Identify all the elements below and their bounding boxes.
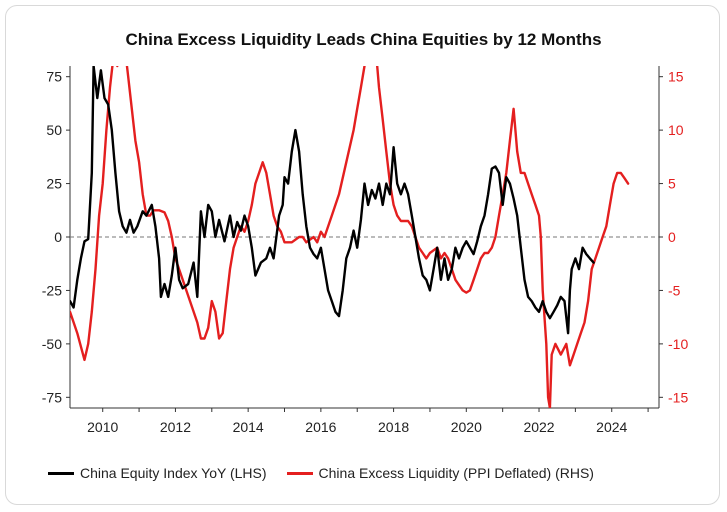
x-tick-label: 2020 xyxy=(451,419,482,435)
x-tick-label: 2014 xyxy=(233,419,264,435)
x-tick-label: 2010 xyxy=(87,419,118,435)
legend-label-equity: China Equity Index YoY (LHS) xyxy=(80,465,267,481)
chart-title: China Excess Liquidity Leads China Equit… xyxy=(125,30,602,49)
legend-swatch-liquidity xyxy=(286,471,313,475)
x-tick-label: 2018 xyxy=(378,419,409,435)
x-tick-label: 2022 xyxy=(523,419,554,435)
series-line-liquidity xyxy=(70,66,630,408)
y-left-tick-label: 0 xyxy=(54,229,62,245)
y-left-tick-label: 75 xyxy=(46,69,62,85)
y-right-tick-label: 15 xyxy=(668,69,684,85)
y-right-tick-label: -5 xyxy=(668,282,681,298)
legend-item-liquidity: China Excess Liquidity (PPI Deflated) (R… xyxy=(286,465,594,481)
y-left-tick-label: -25 xyxy=(42,282,62,298)
y-right-tick-label: 10 xyxy=(668,122,684,138)
legend-swatch-equity xyxy=(48,471,74,475)
x-tick-label: 2024 xyxy=(596,419,627,435)
y-left-tick-label: 50 xyxy=(46,122,62,138)
chart-card xyxy=(5,5,720,505)
y-right-tick-label: -15 xyxy=(668,389,688,405)
y-right-tick-label: 0 xyxy=(668,229,676,245)
y-left-tick-label: 25 xyxy=(46,176,62,192)
y-left-tick-label: -50 xyxy=(42,336,62,352)
chart-series xyxy=(70,66,630,408)
x-tick-label: 2012 xyxy=(160,419,191,435)
legend-label-liquidity: China Excess Liquidity (PPI Deflated) (R… xyxy=(318,465,594,481)
series-line-equity xyxy=(70,66,595,335)
legend-item-equity: China Equity Index YoY (LHS) xyxy=(48,465,267,481)
y-right-tick-label: -10 xyxy=(668,336,688,352)
y-left-tick-label: -75 xyxy=(42,389,62,405)
x-tick-label: 2016 xyxy=(305,419,336,435)
legend: China Equity Index YoY (LHS) China Exces… xyxy=(48,465,614,481)
y-right-tick-label: 5 xyxy=(668,176,676,192)
